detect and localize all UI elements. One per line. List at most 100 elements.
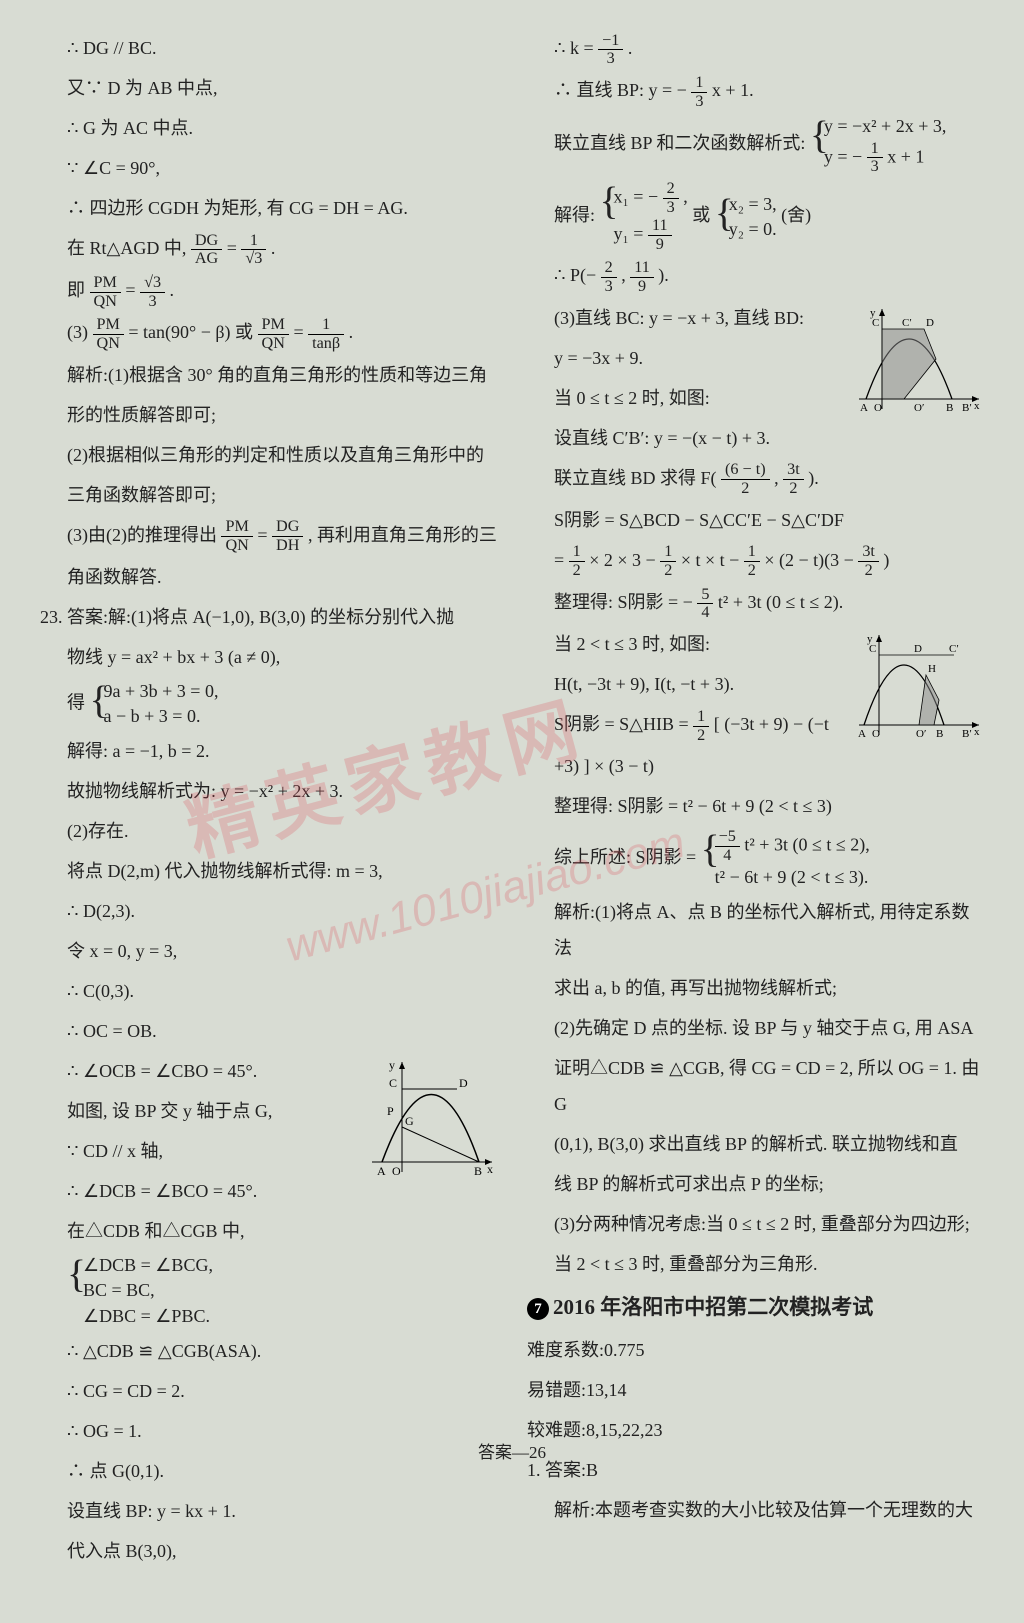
fraction: 54 xyxy=(697,586,713,623)
svg-text:D: D xyxy=(926,317,934,329)
frac-num: DG xyxy=(272,518,303,537)
svg-text:B′: B′ xyxy=(962,402,972,414)
fraction: 12 xyxy=(660,543,676,580)
graph-label: G xyxy=(405,1114,414,1128)
text-line: 在 Rt△AGD 中, DGAG = 1√3 . xyxy=(40,230,497,268)
text-line: ∴ DG // BC. xyxy=(40,30,497,66)
text-line: +3) ] × (3 − t) xyxy=(527,748,838,784)
text-line: ∴ G 为 AC 中点. xyxy=(40,110,497,146)
svg-text:B: B xyxy=(946,402,953,414)
frac-num: −1 xyxy=(598,32,623,51)
fraction: PMQN xyxy=(93,316,124,353)
text-span: x₁ = − xyxy=(614,187,659,207)
equation-system: x₂ = 3, y₂ = 0. xyxy=(715,192,777,242)
text-span: = xyxy=(554,550,564,570)
text-line: 形的性质解答即可; xyxy=(40,397,497,433)
text-span: 联立直线 BD 求得 F( xyxy=(554,468,717,488)
left-column: ∴ DG // BC. 又∵ D 为 AB 中点, ∴ G 为 AC 中点. ∵… xyxy=(40,30,497,1573)
frac-den: QN xyxy=(93,335,124,353)
frac-num: 1 xyxy=(867,140,883,159)
text-with-graph: (3)直线 BC: y = −x + 3, 直线 BD: y = −3x + 9… xyxy=(527,300,984,460)
question-23-head: 23. 答案:解:(1)将点 A(−1,0), B(3,0) 的坐标分别代入抛 xyxy=(40,599,497,635)
frac-den: QN xyxy=(90,293,121,311)
text-span: [ (−3t + 9) − (−t xyxy=(714,714,829,734)
text-span: 整理得: S阴影 = − xyxy=(554,592,693,612)
fraction: 12 xyxy=(693,708,709,745)
text-span: S阴影 = S△HIB = xyxy=(554,714,689,734)
frac-num: 1 xyxy=(569,543,585,562)
text-span: ). xyxy=(658,265,669,285)
text-span: = xyxy=(293,322,303,342)
text-line: 解得: a = −1, b = 2. xyxy=(40,733,497,769)
text-line: 将点 D(2,m) 代入抛物线解析式得: m = 3, xyxy=(40,853,497,889)
text-line: ∠DCB = ∠BCG, BC = BC, ∠DBC = ∠PBC. xyxy=(40,1253,497,1329)
text-span: = tan(90° − β) 或 xyxy=(128,322,253,342)
text-line: 解析:本题考查实数的大小比较及估算一个无理数的大 xyxy=(527,1492,984,1528)
svg-text:B: B xyxy=(936,728,943,740)
text-span: × t × t − xyxy=(681,550,739,570)
svg-text:C′: C′ xyxy=(902,317,912,329)
frac-den: QN xyxy=(221,537,252,555)
text-span: 综上所述: S阴影 = xyxy=(554,847,696,867)
text-line: 角函数解答. xyxy=(40,559,497,595)
fraction: 119 xyxy=(648,217,672,254)
fraction: 12 xyxy=(744,543,760,580)
text-line: 解析:(1)将点 A、点 B 的坐标代入解析式, 用待定系数法 xyxy=(527,894,984,966)
svg-text:C: C xyxy=(869,643,876,655)
text-span: = xyxy=(227,238,237,258)
text-span: 或 xyxy=(692,205,710,225)
text-span: 即 xyxy=(67,280,85,300)
frac-den: 2 xyxy=(693,727,709,745)
svg-text:H: H xyxy=(928,663,936,675)
parabola-graph-right-2: A O O′ B B′ x y C D C′ H xyxy=(854,630,984,740)
frac-den: 2 xyxy=(569,562,585,580)
frac-num: PM xyxy=(93,316,124,335)
text-line: ∴ P(− 23 , 119 ). xyxy=(527,257,984,295)
fraction: DGAG xyxy=(191,232,222,269)
text-line: (2)存在. xyxy=(40,813,497,849)
frac-num: PM xyxy=(221,518,252,537)
frac-num: 3t xyxy=(858,543,879,562)
right-column: ∴ k = −13 . ∴ 直线 BP: y = − 13 x + 1. 联立直… xyxy=(527,30,984,1573)
sys-line: a − b + 3 = 0. xyxy=(104,704,219,729)
sys-line: y₁ = 119 xyxy=(614,217,688,254)
text-line: 又∵ D 为 AB 中点, xyxy=(40,70,497,106)
frac-den: 9 xyxy=(648,236,672,254)
text-line: ∵ ∠C = 90°, xyxy=(40,150,497,186)
svg-text:x: x xyxy=(974,400,980,412)
frac-num: PM xyxy=(258,316,289,335)
svg-text:O′: O′ xyxy=(916,728,926,740)
fraction: 23 xyxy=(663,180,679,217)
svg-text:A: A xyxy=(858,728,866,740)
sys-line: y = − 13 x + 1 xyxy=(824,140,947,177)
frac-den: 2 xyxy=(660,562,676,580)
sys-line: x₂ = 3, xyxy=(729,192,777,217)
sys-line: y₂ = 0. xyxy=(729,217,777,242)
frac-den: 3 xyxy=(663,199,679,217)
svg-text:x: x xyxy=(974,726,980,738)
text-span: t² + 3t (0 ≤ t ≤ 2). xyxy=(718,592,843,612)
meta-line: 难度系数:0.775 xyxy=(527,1332,984,1368)
text-line: H(t, −3t + 9), I(t, −t + 3). xyxy=(527,666,838,702)
text-line: 令 x = 0, y = 3, xyxy=(40,933,497,969)
text-line: 联立直线 BD 求得 F( (6 − t)2 , 3t2 ). xyxy=(527,460,984,498)
text-span: , xyxy=(621,265,626,285)
frac-den: 4 xyxy=(697,604,713,622)
text-line: (0,1), B(3,0) 求出直线 BP 的解析式. 联立抛物线和直 xyxy=(527,1126,984,1162)
text-span: ) xyxy=(883,550,889,570)
frac-num: 3t xyxy=(783,461,804,480)
frac-num: 1 xyxy=(241,232,266,251)
text-line: S阴影 = S△HIB = 12 [ (−3t + 9) − (−t xyxy=(527,706,838,744)
text-line: 设直线 BP: y = kx + 1. xyxy=(40,1493,497,1529)
frac-num: 2 xyxy=(601,259,617,278)
equation-system: y = −x² + 2x + 3, y = − 13 x + 1 xyxy=(810,114,947,176)
frac-den: tanβ xyxy=(308,335,344,353)
text-line: (2)根据相似三角形的判定和性质以及直角三角形中的 xyxy=(40,437,497,473)
frac-den: 3 xyxy=(140,293,165,311)
text-line: 联立直线 BP 和二次函数解析式: y = −x² + 2x + 3, y = … xyxy=(527,114,984,176)
frac-den: 2 xyxy=(858,562,879,580)
fraction: √33 xyxy=(140,274,165,311)
svg-text:C: C xyxy=(872,317,879,329)
frac-den: QN xyxy=(258,335,289,353)
text-span: (舍) xyxy=(781,205,811,225)
